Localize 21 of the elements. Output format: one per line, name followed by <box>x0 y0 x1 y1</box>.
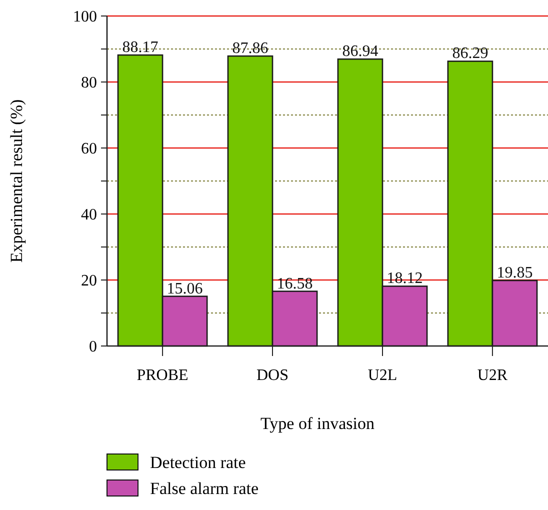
legend-label: Detection rate <box>150 452 246 472</box>
y-tick-label: 40 <box>81 206 97 224</box>
y-tick-label: 60 <box>81 140 97 158</box>
y-tick-label: 100 <box>73 8 97 26</box>
data-label: 16.58 <box>276 275 313 292</box>
data-label: 19.85 <box>496 264 533 282</box>
y-axis-title: Experimental result (%) <box>7 99 26 263</box>
data-label: 86.94 <box>342 43 378 60</box>
x-tick-label: U2L <box>368 367 398 384</box>
y-tick-label: 0 <box>89 338 97 356</box>
x-tick-label: U2R <box>477 367 508 384</box>
x-axis-title: Type of invasion <box>260 414 376 433</box>
y-tick-label: 20 <box>81 272 97 290</box>
y-tick-label: 80 <box>81 74 97 92</box>
data-label: 15.06 <box>166 280 203 298</box>
data-label: 87.86 <box>232 40 268 58</box>
x-tick-label: DOS <box>256 367 289 384</box>
x-tick-label: PROBE <box>136 367 188 384</box>
data-label: 86.29 <box>452 45 488 62</box>
legend-label: False alarm rate <box>150 478 259 498</box>
data-label: 88.17 <box>122 39 158 56</box>
